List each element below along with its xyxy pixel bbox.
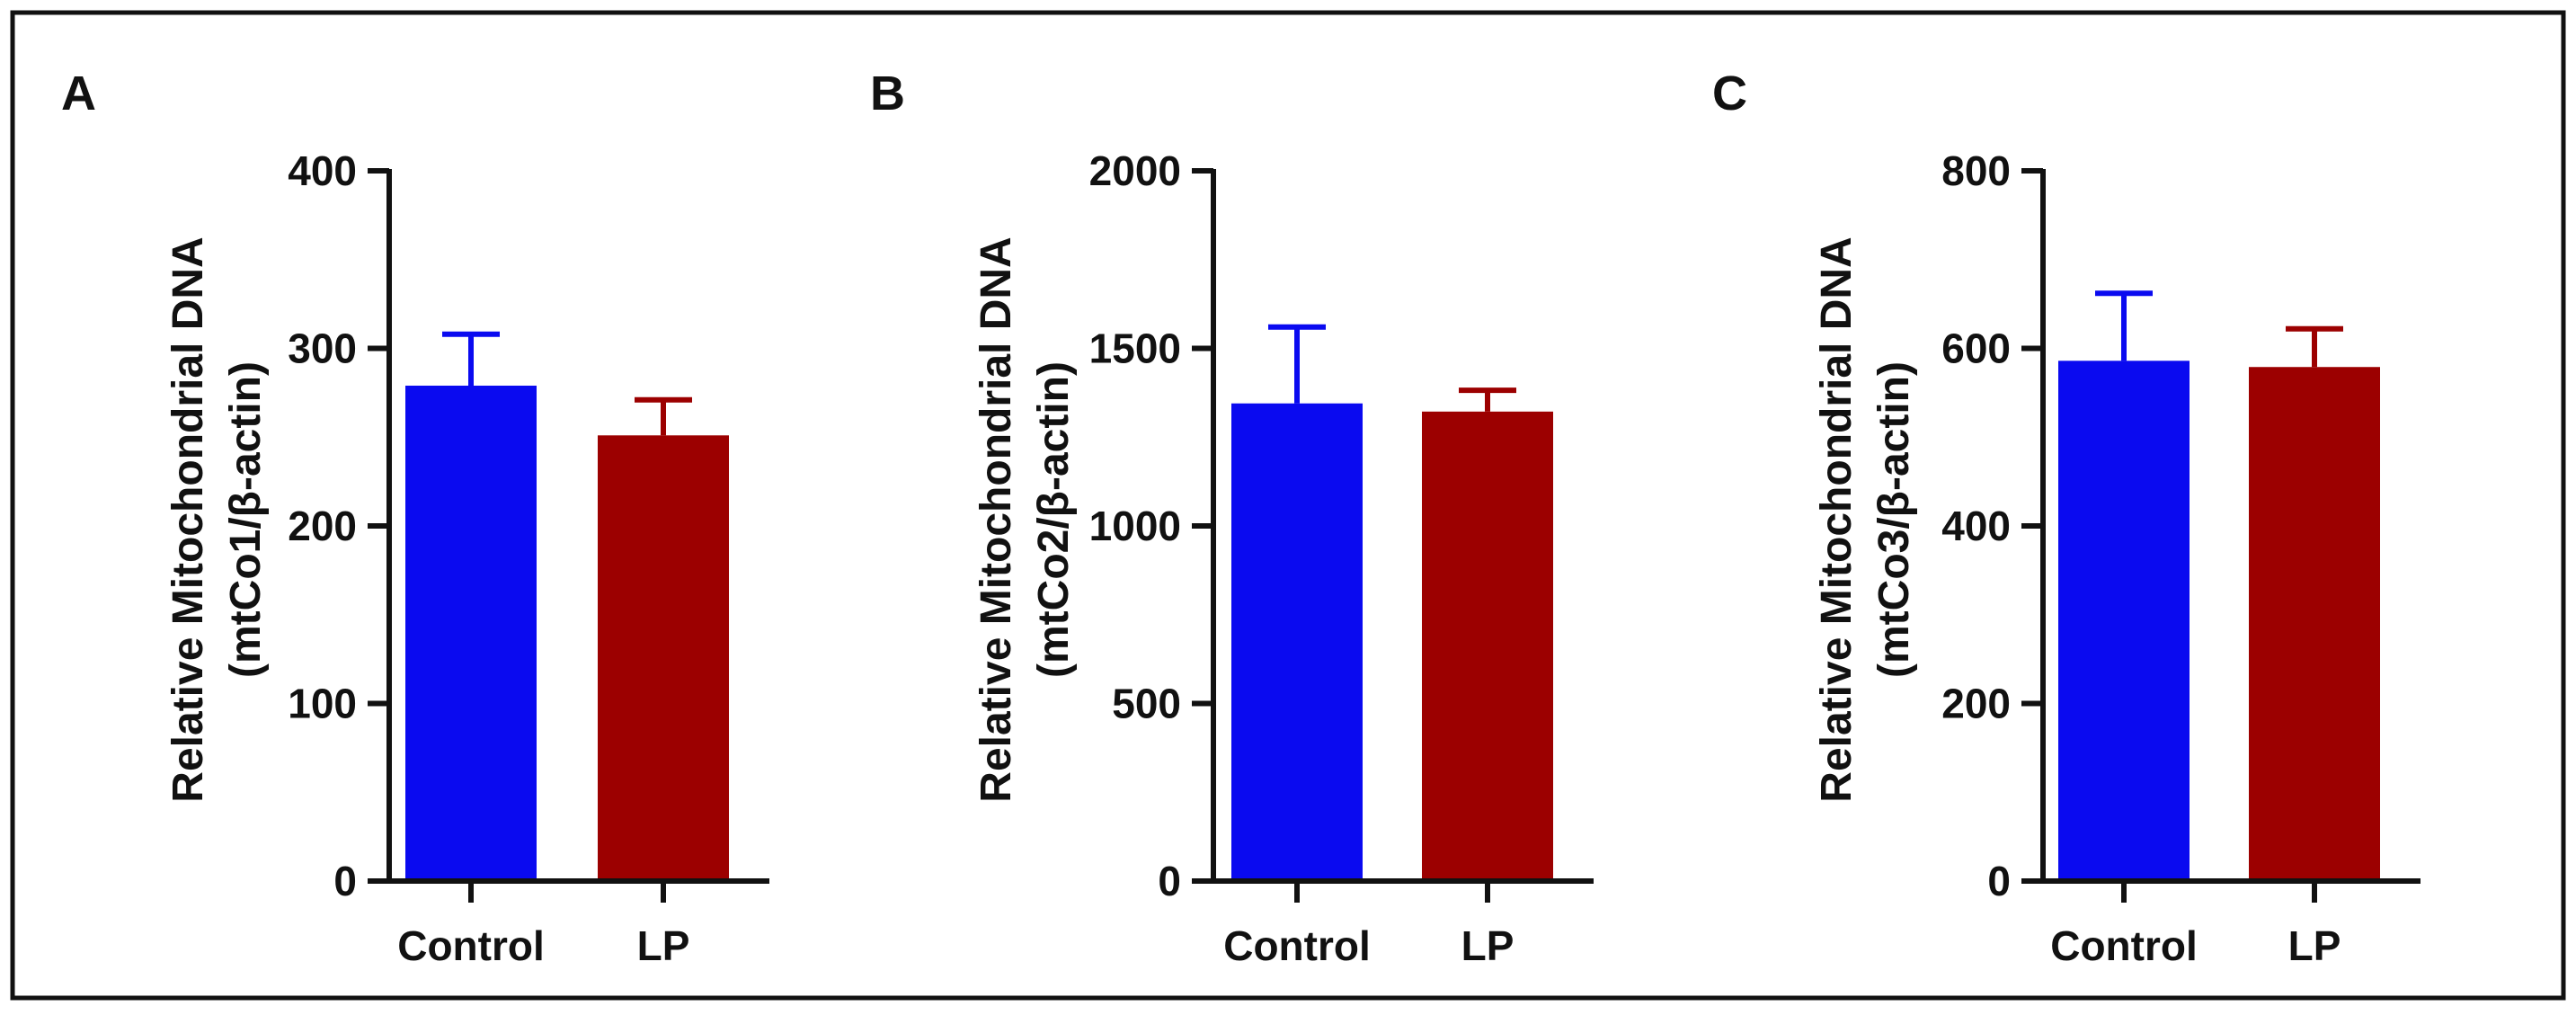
panel-letter: C	[1712, 67, 1747, 120]
x-category-label: LP	[2288, 922, 2341, 969]
bar-control	[405, 385, 537, 882]
y-axis-title-units: (mtCo1/β-actin)	[222, 361, 270, 678]
y-axis-title: Relative Mitochondrial DNA	[164, 236, 212, 802]
y-axis-title: Relative Mitochondrial DNA	[1813, 236, 1861, 802]
y-tick-label: 300	[288, 325, 357, 372]
panel-c: C Relative Mitochondrial DNA (mtCo3/β-ac…	[1712, 67, 2421, 969]
y-tick-label: 2000	[1089, 147, 1181, 194]
y-axis-title-units: (mtCo3/β-actin)	[1870, 361, 1918, 678]
y-tick-label: 600	[1941, 325, 2011, 372]
y-tick-label: 200	[1941, 681, 2011, 727]
y-tick-label: 400	[288, 147, 357, 194]
y-tick-label: 100	[288, 681, 357, 727]
y-tick-label: 1500	[1089, 325, 1181, 372]
bar-control	[1231, 403, 1363, 882]
bar-lp	[598, 435, 729, 881]
bar-control	[2058, 361, 2190, 881]
y-tick-label: 0	[1987, 858, 2011, 904]
bar-lp	[2249, 367, 2380, 881]
x-category-label: Control	[397, 922, 545, 969]
x-category-label: LP	[637, 922, 690, 969]
panel-b: B Relative Mitochondrial DNA (mtCo2/β-ac…	[870, 67, 1594, 969]
x-category-label: Control	[2050, 922, 2198, 969]
y-axis-title: Relative Mitochondrial DNA	[973, 236, 1020, 802]
y-tick-label: 800	[1941, 147, 2011, 194]
y-tick-label: 1000	[1089, 503, 1181, 549]
y-tick-label: 500	[1112, 681, 1181, 727]
y-axis-title-units: (mtCo2/β-actin)	[1030, 361, 1078, 678]
plot-area: 0 500 1000 1500 2000 Control LP	[1089, 147, 1594, 969]
y-tick-label: 400	[1941, 503, 2011, 549]
plot-area: 0 100 200 300 400 Control LP	[288, 147, 769, 969]
x-category-label: LP	[1461, 922, 1515, 969]
panel-letter: A	[61, 67, 96, 120]
plot-area: 0 200 400 600 800 Control LP	[1941, 147, 2421, 969]
panel-a: A Relative Mitochondrial DNA (mtCo1/β-ac…	[61, 67, 769, 969]
panel-letter: B	[870, 67, 905, 120]
bar-lp	[1422, 411, 1553, 881]
y-tick-label: 0	[1158, 858, 1181, 904]
x-category-label: Control	[1223, 922, 1371, 969]
y-tick-label: 200	[288, 503, 357, 549]
y-tick-label: 0	[333, 858, 357, 904]
